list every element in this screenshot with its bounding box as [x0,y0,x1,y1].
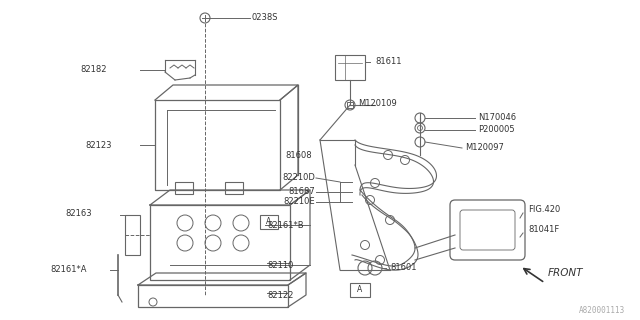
Bar [175,182,193,194]
Text: 81687: 81687 [288,188,315,196]
Text: A820001113: A820001113 [579,306,625,315]
Text: 82123: 82123 [85,140,111,149]
Text: FIG.420: FIG.420 [528,205,560,214]
Text: 82210D: 82210D [282,173,315,182]
Bar [350,283,370,297]
Text: 82122: 82122 [267,291,293,300]
Bar [347,102,353,108]
Bar [335,55,365,80]
Text: 81601: 81601 [390,263,417,273]
Bar [260,215,278,229]
Bar [150,205,290,280]
Text: 0238S: 0238S [252,13,278,22]
Text: 82210E: 82210E [284,197,315,206]
FancyBboxPatch shape [460,210,515,250]
Text: 82163: 82163 [65,209,92,218]
Text: A: A [357,285,363,294]
Text: P200005: P200005 [478,125,515,134]
Text: 82161*A: 82161*A [50,266,86,275]
Text: M120097: M120097 [465,143,504,153]
Bar [138,285,288,307]
FancyBboxPatch shape [450,200,525,260]
Text: 82110: 82110 [267,260,293,269]
Text: 82161*B: 82161*B [267,220,303,229]
Text: 82182: 82182 [80,66,106,75]
Bar [125,215,140,255]
Bar [225,182,243,194]
Text: 81611: 81611 [375,58,401,67]
Text: A: A [266,218,271,227]
Text: M120109: M120109 [358,99,397,108]
Text: FRONT: FRONT [548,268,584,278]
Text: 81041F: 81041F [528,226,559,235]
Text: 81608: 81608 [285,150,312,159]
Text: N170046: N170046 [478,114,516,123]
